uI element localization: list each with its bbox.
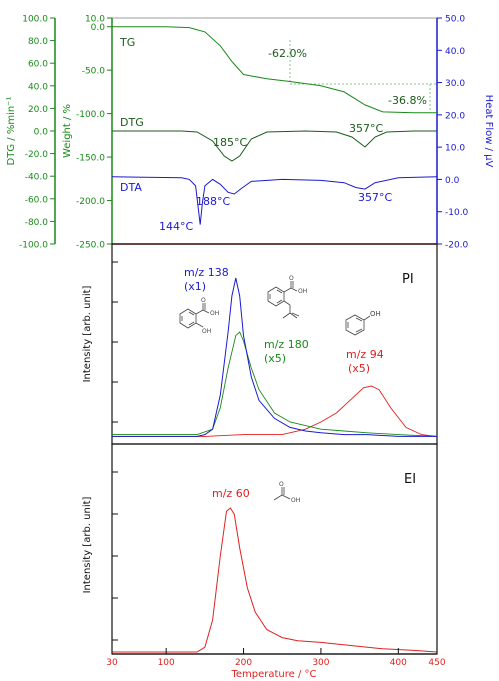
aspirin-o-label: O: [289, 275, 294, 282]
temperature-tick-label: 100: [158, 658, 175, 668]
mz180-factor: (x5): [264, 352, 286, 365]
salicylic-oh2-label: OH: [202, 328, 211, 335]
heat-tick-label: 30.0: [445, 79, 465, 89]
heat-tick-label: 40.0: [445, 47, 465, 57]
pi-yticks: [112, 261, 118, 423]
dtg-tick-label: 60.0: [28, 60, 48, 70]
temperature-tick-label: 30: [106, 658, 118, 668]
dtg-label: DTG: [120, 116, 144, 129]
dtg-ticks: 100.0 80.0 60.0 40.0 20.0 0.0 -20.0 -40.0 -60.0 -…: [19, 15, 55, 251]
tg-step2-label: -36.8%: [388, 94, 427, 107]
acetic-o-label: O: [279, 481, 284, 488]
ei-ylabel: Intensity [arb. unit]: [82, 496, 93, 593]
heat-tick-label: 10.0: [445, 144, 465, 154]
dtg-tick-label: 100.0: [22, 15, 48, 25]
tg-label: TG: [119, 36, 135, 49]
heat-tick-label: 0.0: [445, 176, 460, 186]
salicylic-o-label: O: [201, 297, 206, 304]
heat-tick-label: -10.0: [445, 208, 469, 218]
ei-title: EI: [404, 472, 416, 487]
mz94-factor: (x5): [348, 362, 370, 375]
salicylic-acid-structure-icon: [179, 303, 210, 329]
dtg-axis-label: DTG / %min⁻¹: [6, 97, 17, 166]
dtg-tick-label: 0.0: [34, 128, 49, 138]
tg-curve: [112, 26, 437, 114]
pi-title: PI: [402, 272, 414, 287]
weight-tick-label: -100.0: [76, 110, 105, 120]
weight-tick-label: -50.0: [82, 67, 106, 77]
weight-tick-label: -200.0: [76, 197, 105, 207]
dtg-tick-label: -60.0: [25, 195, 49, 205]
acetylsalicylic-acid-structure-icon: [267, 281, 300, 319]
weight-tick-label: 10.0: [85, 15, 105, 25]
pi-mz138-curve: [112, 277, 437, 437]
ei-mz60-curve: [112, 507, 438, 653]
dta-peak2-label: 188°C: [196, 195, 230, 208]
weight-tick-label: -150.0: [76, 154, 105, 164]
weight-tick-label: 0.0: [91, 23, 106, 33]
pi-ylabel: Intensity [arb. unit]: [82, 285, 93, 382]
mz138-factor: (x1): [184, 280, 206, 293]
mz138-label: m/z 138: [184, 266, 229, 279]
dta-curve: [111, 176, 438, 225]
ei-yticks: [112, 471, 118, 641]
acetic-oh-label: OH: [291, 497, 300, 504]
pi-panel: PI Intensity [arb. unit] m/z 138 (x1) m/…: [82, 243, 438, 445]
temperature-tick-label: 300: [312, 658, 329, 668]
heat-tick-label: -20.0: [445, 241, 469, 251]
phenol-oh-label: OH: [370, 310, 381, 318]
weight-tick-label: -250.0: [76, 241, 105, 251]
ei-plot-frame: [111, 443, 438, 655]
phenol-structure-icon: [345, 314, 371, 336]
aspirin-oh-label: OH: [298, 288, 307, 295]
mz180-label: m/z 180: [264, 338, 309, 351]
mz60-label: m/z 60: [212, 487, 250, 500]
salicylic-oh-label: OH: [210, 310, 219, 317]
temperature-tick-label: 200: [235, 658, 252, 668]
heat-tick-label: 50.0: [445, 15, 465, 25]
tg-step1-label: -62.0%: [268, 47, 307, 60]
temperature-tick-label: 400: [390, 658, 407, 668]
temperature-tick-label: 450: [428, 658, 445, 668]
dta-label: DTA: [120, 181, 142, 194]
dtg-tick-label: 40.0: [28, 82, 48, 92]
dtg-curve: [112, 130, 437, 162]
dtg-tick-label: -40.0: [25, 173, 49, 183]
heat-axis-label: Heat Flow / μV: [483, 95, 494, 168]
dtg-tick-label: -20.0: [25, 150, 49, 160]
dtg-peak1-label: 185°C: [213, 136, 247, 149]
dta-peak3-label: 357°C: [358, 191, 392, 204]
temperature-axis-label: Temperature / °C: [230, 669, 316, 680]
pi-mz180-curve: [112, 331, 438, 437]
dtg-peak2-label: 357°C: [349, 122, 383, 135]
ei-panel: EI Intensity [arb. unit] m/z 60 O OH 30 1…: [82, 443, 446, 680]
heat-tick-label: 20.0: [445, 111, 465, 121]
acetic-acid-structure-icon: [273, 487, 291, 501]
pi-mz94-curve: [112, 385, 438, 437]
heat-ticks: 50.0 40.0 30.0 20.0 10.0 0.0 -10.0 -20.0: [437, 15, 469, 251]
temperature-ticks: 30 100 200 300 400 450: [106, 648, 446, 668]
weight-ticks: 10.00.0 -50.0 -100.0 -150.0 -200.0 -250.0: [76, 15, 112, 251]
weight-axis-label: Weight / %: [62, 104, 73, 158]
thermal-panel: 100.0 80.0 60.0 40.0 20.0 0.0 -20.0 -40.0 -60.0 -…: [6, 15, 494, 251]
dtg-tick-label: 80.0: [28, 37, 48, 47]
dtg-tick-label: -100.0: [19, 241, 48, 251]
mz94-label: m/z 94: [346, 348, 384, 361]
dtg-tick-label: 20.0: [28, 105, 48, 115]
dta-peak1-label: 144°C: [159, 220, 193, 233]
dtg-tick-label: -80.0: [25, 218, 49, 228]
